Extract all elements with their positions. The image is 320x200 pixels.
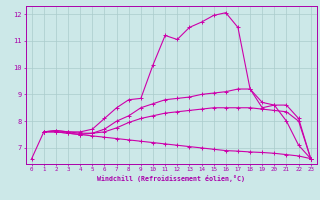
X-axis label: Windchill (Refroidissement éolien,°C): Windchill (Refroidissement éolien,°C) [97,175,245,182]
